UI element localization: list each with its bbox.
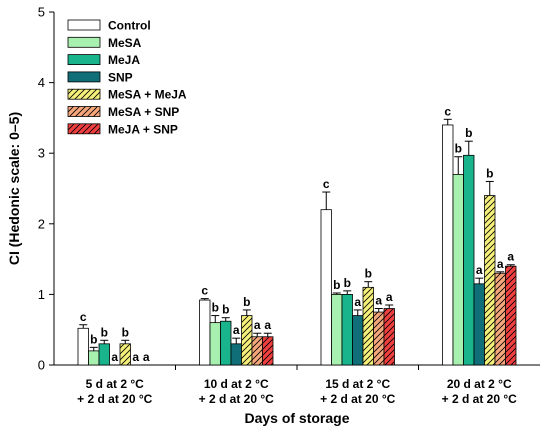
significance-label: b <box>122 325 129 339</box>
bar-control <box>77 327 89 366</box>
legend-swatch <box>67 54 101 65</box>
y-axis-title: CI (Hedonic scale: 0–5) <box>6 112 22 265</box>
bar-mesa <box>88 350 100 366</box>
significance-label: c <box>444 104 451 118</box>
legend-entry: MeSA <box>108 36 142 50</box>
bar-hatch <box>495 273 506 365</box>
bar-meja <box>463 154 475 366</box>
significance-label: b <box>365 267 372 281</box>
x-tick-label-line2: + 2 d at 20 °C <box>442 392 517 406</box>
legend-entry: MeJA <box>108 53 140 67</box>
legend-swatch <box>67 19 101 31</box>
x-tick-label-line2: + 2 d at 20 °C <box>320 392 395 406</box>
significance-label: c <box>80 310 87 324</box>
significance-label: a <box>143 350 150 364</box>
x-tick-label: 15 d at 2 °C <box>325 377 390 391</box>
legend-entry: SNP <box>108 70 133 84</box>
significance-label: b <box>90 332 97 346</box>
significance-label: a <box>476 263 483 277</box>
legend-swatch <box>67 36 101 48</box>
x-tick-label: 10 d at 2 °C <box>204 377 269 391</box>
x-axis-title: Days of storage <box>244 410 349 426</box>
legend-swatch-hatch <box>68 89 100 100</box>
significance-label: a <box>254 318 261 332</box>
y-tick-label: 5 <box>38 5 45 20</box>
legend-swatch-hatch <box>68 106 100 117</box>
bar-meja <box>98 343 110 366</box>
legend-swatch-hatch <box>68 123 100 134</box>
significance-label: b <box>101 325 108 339</box>
bar-meja <box>220 320 232 366</box>
legend-entry: MeJA + SNP <box>108 122 178 136</box>
significance-label: a <box>386 290 393 304</box>
significance-label: a <box>132 350 139 364</box>
bar-hatch <box>252 336 263 365</box>
bar-control <box>442 124 454 366</box>
significance-label: c <box>323 177 330 191</box>
significance-label: b <box>455 142 462 156</box>
y-tick-label: 0 <box>38 358 45 373</box>
significance-label: a <box>111 350 118 364</box>
legend-swatch <box>67 71 101 83</box>
y-tick-label: 4 <box>38 75 45 90</box>
x-tick-label: 5 d at 2 °C <box>86 377 144 391</box>
significance-label: a <box>507 250 514 264</box>
y-tick-label: 3 <box>38 146 45 161</box>
x-tick-label-line2: + 2 d at 20 °C <box>77 392 152 406</box>
x-tick-label: 20 d at 2 °C <box>447 377 512 391</box>
legend-entry: MeSA + MeJA <box>108 88 187 102</box>
significance-label: a <box>264 318 271 332</box>
significance-label: b <box>333 278 340 292</box>
bar-meja <box>341 293 353 366</box>
significance-label: b <box>243 295 250 309</box>
significance-label: a <box>354 295 361 309</box>
bar-hatch <box>363 287 374 365</box>
bar-mesa <box>452 173 464 366</box>
significance-label: a <box>497 257 504 271</box>
bar-snp <box>473 283 485 366</box>
significance-label: b <box>344 276 351 290</box>
x-tick-label-line2: + 2 d at 20 °C <box>199 392 274 406</box>
significance-label: b <box>222 303 229 317</box>
bar-hatch <box>120 343 131 365</box>
bar-mesa <box>331 293 343 366</box>
bar-snp <box>352 315 364 366</box>
bar-mesa <box>209 322 221 366</box>
bar-control <box>199 299 211 366</box>
bar-snp <box>230 343 242 366</box>
legend-entry: MeSA + SNP <box>108 105 179 119</box>
bar-hatch <box>384 308 395 365</box>
bar-hatch <box>262 336 273 365</box>
y-tick-label: 1 <box>38 287 45 302</box>
bar-control <box>320 209 332 366</box>
bar-hatch <box>241 315 252 365</box>
legend-entry: Control <box>108 19 151 33</box>
significance-label: a <box>233 323 240 337</box>
bar-hatch <box>484 195 495 365</box>
y-tick-label: 2 <box>38 216 45 231</box>
significance-label: a <box>375 294 382 308</box>
bar-hatch <box>505 266 516 365</box>
significance-label: c <box>201 284 208 298</box>
significance-label: b <box>212 301 219 315</box>
legend: Control MeSA MeJA SNP MeSA + MeJA MeSA + SNP M… <box>67 19 187 136</box>
bar-hatch <box>373 312 384 365</box>
significance-label: b <box>486 166 493 180</box>
significance-label: b <box>465 126 472 140</box>
